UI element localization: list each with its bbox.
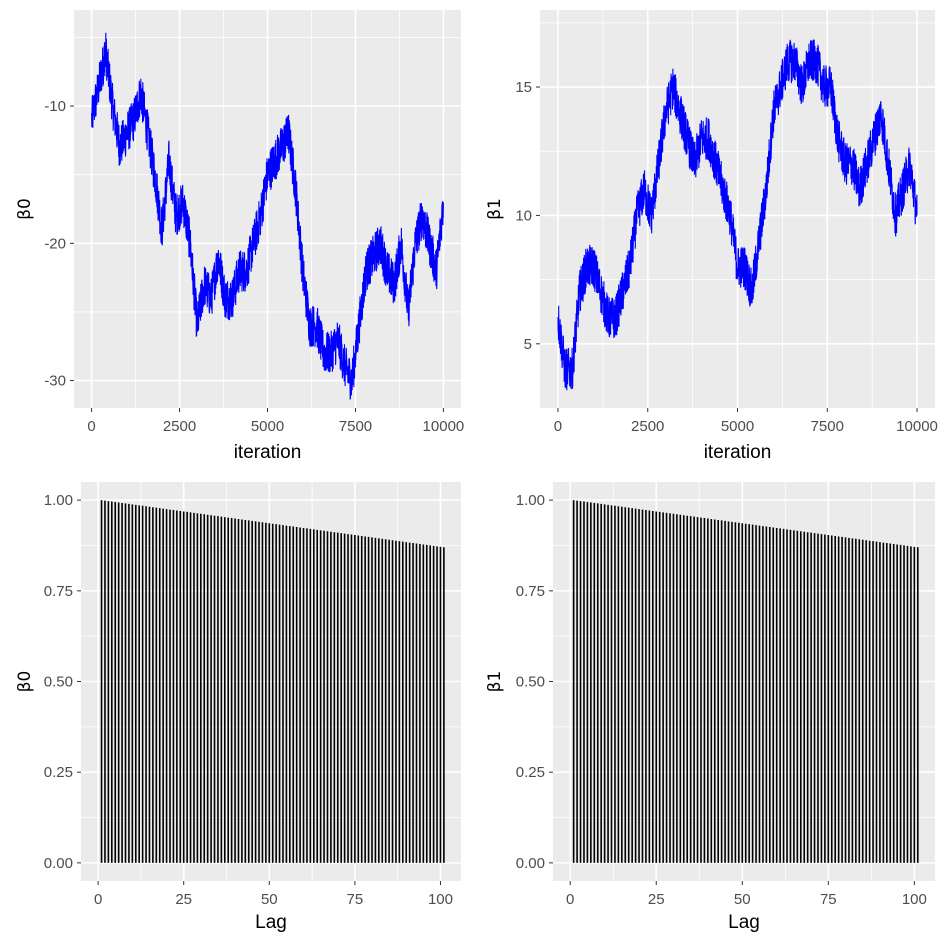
y-tick-label: 10 [515,207,532,224]
y-axis-title: β0 [15,198,35,220]
panel-acf-beta1: 0 25 50 75 100 0.00 0.25 0.50 0.75 1.00 Lag β1 [485,482,935,933]
panel-trace-beta1: 0 2500 5000 7500 10000 5 10 15 iteration β1 [485,10,938,463]
panel-trace-beta0: 0 2500 5000 7500 10000 -10 -20 -30 iteration β0 [15,10,464,463]
x-tick-label: 75 [820,891,837,908]
trace-line [91,32,444,401]
y-tick-label: 0.25 [44,764,73,781]
y-tick-label: -20 [44,235,66,252]
x-tick-label: 100 [428,891,453,908]
x-tick-label: 100 [902,891,927,908]
x-tick-label: 0 [94,891,102,908]
y-axis-title: β1 [485,198,505,220]
x-tick-label: 10000 [423,418,465,435]
x-axis-title: Lag [255,912,287,933]
y-tick-label: 0.50 [516,674,545,691]
x-tick-label: 10000 [896,418,938,435]
y-tick-label: -10 [44,98,66,115]
y-tick-label: 0.00 [44,855,73,872]
x-tick-label: 2500 [163,418,196,435]
trace-line [557,39,918,391]
x-axis-title: iteration [704,442,772,463]
x-axis-title: iteration [234,442,302,463]
y-tick-label: 0.25 [516,764,545,781]
x-axis-title: Lag [728,912,760,933]
x-tick-label: 25 [648,891,665,908]
x-tick-label: 5000 [721,418,754,435]
x-tick-label: 0 [87,418,95,435]
y-tick-label: 0.50 [44,674,73,691]
y-tick-label: -30 [44,373,66,390]
x-tick-label: 7500 [339,418,372,435]
y-axis-title: β0 [15,671,35,693]
y-tick-label: 15 [515,79,532,96]
x-tick-label: 5000 [251,418,284,435]
x-tick-label: 50 [734,891,751,908]
y-tick-label: 1.00 [516,492,545,509]
x-tick-label: 0 [554,418,562,435]
x-tick-label: 7500 [811,418,844,435]
y-tick-label: 0.00 [516,855,545,872]
y-tick-label: 0.75 [44,583,73,600]
x-tick-label: 2500 [631,418,664,435]
y-tick-label: 0.75 [516,583,545,600]
x-tick-label: 75 [347,891,364,908]
x-tick-label: 50 [261,891,278,908]
x-tick-label: 25 [175,891,192,908]
y-axis-title: β1 [485,671,505,693]
x-tick-label: 0 [566,891,574,908]
y-tick-label: 1.00 [44,492,73,509]
y-tick-label: 5 [524,336,532,353]
panel-acf-beta0: 0 25 50 75 100 0.00 0.25 0.50 0.75 1.00 Lag β0 [15,482,461,933]
